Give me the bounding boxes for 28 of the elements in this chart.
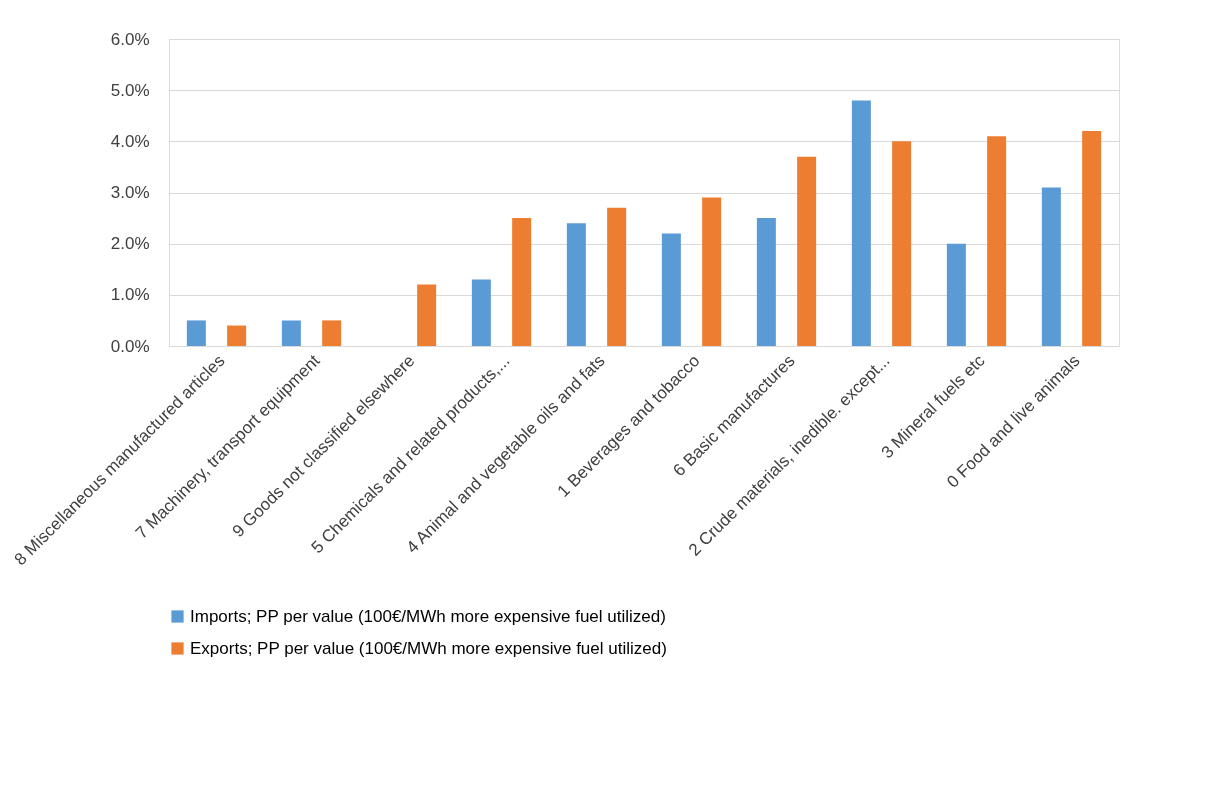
legend-label: Imports; PP per value (100€/MWh more expensive fuel utilized) xyxy=(190,606,666,626)
bar xyxy=(322,320,342,346)
y-tick-label: 4.0% xyxy=(110,131,150,151)
bar xyxy=(851,100,871,346)
legend-label: Exports; PP per value (100€/MWh more expensive fuel utilized) xyxy=(190,638,667,658)
bar xyxy=(607,207,627,346)
bar xyxy=(566,223,586,346)
bar xyxy=(186,320,206,346)
y-tick-label: 6.0% xyxy=(110,29,150,49)
y-tick-label: 0.0% xyxy=(110,336,150,356)
bar xyxy=(946,243,966,346)
y-tick-label: 1.0% xyxy=(110,285,150,305)
bar xyxy=(892,141,912,346)
bar xyxy=(281,320,301,346)
y-tick-label: 2.0% xyxy=(110,234,150,254)
bar xyxy=(702,197,722,346)
bar xyxy=(1041,187,1061,346)
bar xyxy=(471,279,491,346)
y-tick-label: 5.0% xyxy=(110,80,150,100)
bar xyxy=(661,233,681,346)
bar xyxy=(797,156,817,346)
bar xyxy=(417,284,437,346)
bar xyxy=(227,325,247,346)
bar xyxy=(987,136,1007,346)
bar xyxy=(1082,131,1102,346)
y-tick-label: 3.0% xyxy=(110,183,150,202)
bar xyxy=(512,218,532,346)
bar xyxy=(756,218,776,346)
